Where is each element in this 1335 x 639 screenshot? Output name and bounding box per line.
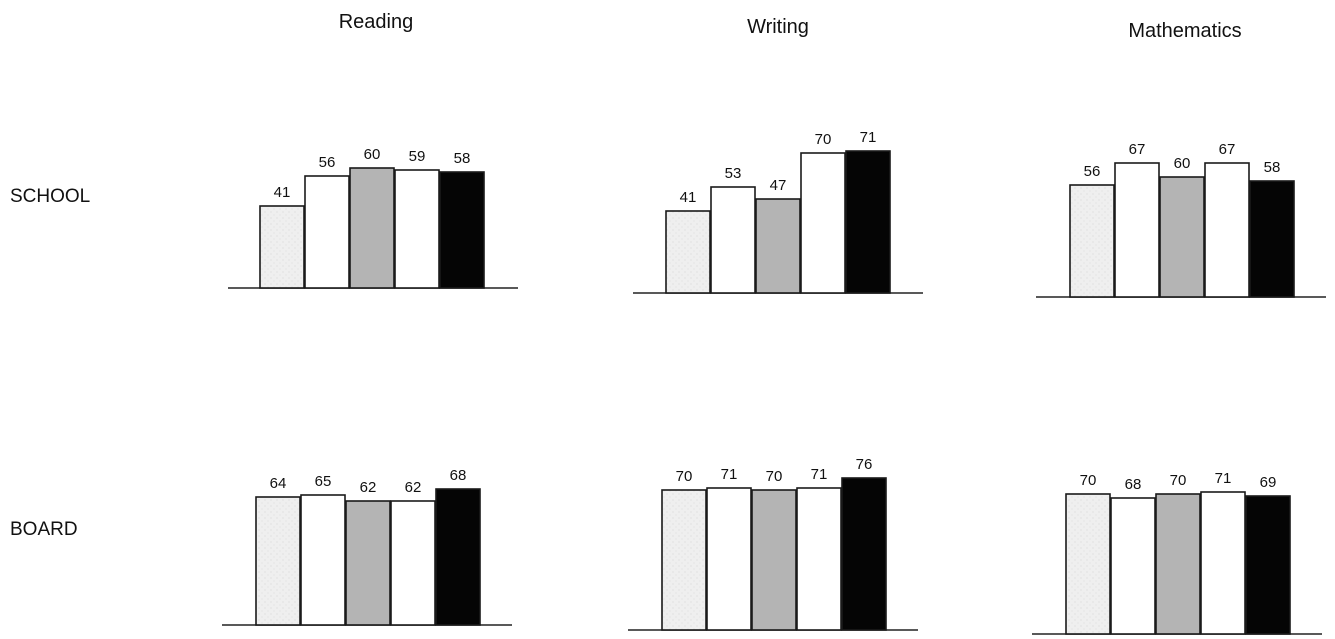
value-label: 71 xyxy=(811,466,828,483)
value-label: 47 xyxy=(770,177,787,194)
value-label: 58 xyxy=(454,150,471,167)
bar xyxy=(751,489,797,631)
value-label: 60 xyxy=(364,146,381,163)
value-label: 58 xyxy=(1264,159,1281,176)
value-label: 70 xyxy=(1080,472,1097,489)
value-label: 41 xyxy=(680,189,697,206)
value-label: 56 xyxy=(319,154,336,171)
bar xyxy=(800,152,846,294)
chart-panel-board-writing: 70 71 70 71 76 xyxy=(628,456,918,631)
value-label: 68 xyxy=(450,467,467,484)
bar xyxy=(1200,491,1246,635)
subject-title-reading: Reading xyxy=(339,11,414,33)
value-label: 68 xyxy=(1125,476,1142,493)
bar xyxy=(255,496,301,626)
bar xyxy=(349,167,395,289)
value-label: 60 xyxy=(1174,155,1191,172)
value-label: 56 xyxy=(1084,163,1101,180)
bar xyxy=(796,487,842,631)
bar xyxy=(1110,497,1156,635)
subject-title-writing: Writing xyxy=(747,16,809,38)
value-label: 59 xyxy=(409,148,426,165)
bar xyxy=(1159,176,1205,298)
bar xyxy=(1065,493,1111,635)
bar xyxy=(710,186,756,294)
value-label: 62 xyxy=(360,479,377,496)
chart-panel-board-mathematics: 70 68 70 71 69 xyxy=(1032,470,1322,635)
value-label: 41 xyxy=(274,184,291,201)
value-label: 76 xyxy=(856,456,873,473)
bar xyxy=(706,487,752,631)
bar xyxy=(259,205,305,289)
value-label: 65 xyxy=(315,473,332,490)
value-label: 62 xyxy=(405,479,422,496)
bar xyxy=(1155,493,1201,635)
subject-title-mathematics: Mathematics xyxy=(1128,20,1241,42)
bar xyxy=(755,198,801,294)
bar xyxy=(1245,495,1291,635)
chart-panel-school-reading: 41 56 60 59 58 xyxy=(228,146,518,289)
bar xyxy=(845,150,891,294)
bar xyxy=(1249,180,1295,298)
bar xyxy=(345,500,391,626)
value-label: 53 xyxy=(725,165,742,182)
bar xyxy=(665,210,711,294)
bar xyxy=(300,494,346,626)
value-label: 71 xyxy=(860,129,877,146)
value-label: 70 xyxy=(676,468,693,485)
bar xyxy=(661,489,707,631)
row-label-school: SCHOOL xyxy=(10,186,90,207)
value-label: 71 xyxy=(1215,470,1232,487)
value-label: 70 xyxy=(1170,472,1187,489)
bar xyxy=(841,477,887,631)
value-label: 64 xyxy=(270,475,287,492)
bar xyxy=(1069,184,1115,298)
bar xyxy=(1204,162,1250,298)
chart-panel-school-mathematics: 56 67 60 67 58 xyxy=(1036,141,1326,298)
value-label: 70 xyxy=(815,131,832,148)
bar xyxy=(1114,162,1160,298)
value-label: 67 xyxy=(1129,141,1146,158)
row-label-board: BOARD xyxy=(10,519,78,540)
bar xyxy=(394,169,440,289)
bar xyxy=(304,175,350,289)
value-label: 70 xyxy=(766,468,783,485)
bar xyxy=(390,500,436,626)
value-label: 69 xyxy=(1260,474,1277,491)
value-label: 67 xyxy=(1219,141,1236,158)
chart-panels: 41 56 60 59 58 41 53 47 70 71 56 67 60 67 58 64 65 62 62 68… xyxy=(222,129,1326,635)
value-label: 71 xyxy=(721,466,738,483)
bar xyxy=(435,488,481,626)
bar xyxy=(439,171,485,289)
chart-panel-board-reading: 64 65 62 62 68 xyxy=(222,467,512,626)
chart-panel-school-writing: 41 53 47 70 71 xyxy=(633,129,923,294)
